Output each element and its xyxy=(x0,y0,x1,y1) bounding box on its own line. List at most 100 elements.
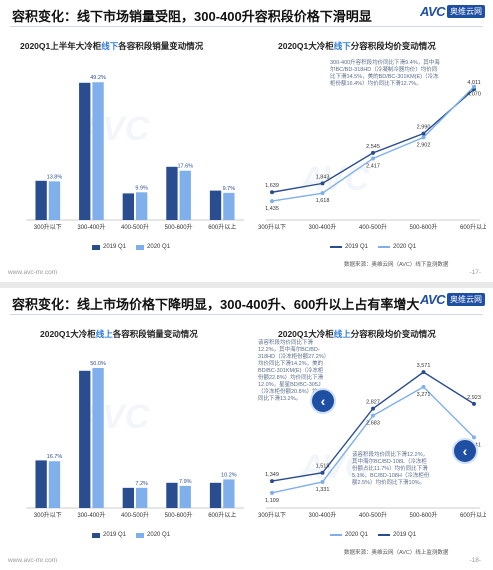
annotation-note: 300-400升容积段均价同比下滑9.4%，其中海尔BC/BD-318HD（冷凝… xyxy=(330,60,440,87)
bar xyxy=(136,487,148,508)
logo-cn: 奥维云网 xyxy=(447,5,485,18)
data-label: 16.7% xyxy=(47,454,63,460)
bar xyxy=(35,180,47,220)
data-point xyxy=(472,401,476,406)
legend-item: 2019 Q1 xyxy=(92,244,126,250)
series-line xyxy=(271,88,475,193)
page-number: -17- xyxy=(469,269,481,276)
data-point xyxy=(371,150,375,155)
x-tick-label: 600升以上 xyxy=(208,223,236,231)
bar xyxy=(136,192,148,220)
data-point xyxy=(371,156,375,161)
data-label: 9.9% xyxy=(135,185,148,191)
data-point xyxy=(421,370,426,375)
data-label: 50.0% xyxy=(90,361,106,367)
chart-subtitle: 2020Q1大冷柜线上各容积段销量变动情况 xyxy=(40,329,198,339)
bar xyxy=(223,192,235,220)
bar xyxy=(35,460,47,508)
x-tick-label: 400-500升 xyxy=(359,511,387,519)
data-label: 2,827 xyxy=(366,400,380,406)
data-label: 17.6% xyxy=(177,164,193,170)
data-label: 2,683 xyxy=(366,421,380,427)
data-label: 13.8% xyxy=(47,174,63,180)
data-point xyxy=(472,84,476,89)
data-point xyxy=(270,190,274,195)
legend: 2019 Q1 2020 Q1 xyxy=(92,532,170,538)
data-label: 2,990 xyxy=(417,125,431,131)
data-point xyxy=(421,131,426,136)
data-label: 1,435 xyxy=(265,206,279,212)
data-label: 1,618 xyxy=(316,198,330,204)
chart-subtitle: 2020Q1上半年大冷柜线下各容积段销量变动情况 xyxy=(20,41,204,51)
data-label: 4,070 xyxy=(467,92,481,98)
bar xyxy=(92,82,104,221)
logo-text: AVC xyxy=(420,292,445,307)
legend: 2020 Q1 2019 Q1 xyxy=(330,532,416,538)
data-label: 2,902 xyxy=(417,142,431,148)
slide-1: AVC AVC 容积变化：线下市场销量受阻，300-400升容积段价格下滑明显 … xyxy=(0,0,493,282)
data-point xyxy=(421,135,426,140)
bar xyxy=(209,190,222,220)
logo-cn: 奥维云网 xyxy=(447,293,485,306)
bar xyxy=(166,482,178,508)
slide-title: 容积变化：线上市场价格下降明显，300-400升、600升以上占有率增大 xyxy=(12,297,420,312)
page-number: -18- xyxy=(469,557,481,564)
data-label: 7.2% xyxy=(135,481,148,487)
data-label: 1,349 xyxy=(265,472,279,478)
data-point xyxy=(320,181,325,186)
watermark: AVC xyxy=(300,160,370,198)
bar xyxy=(48,461,61,508)
bar xyxy=(179,170,191,220)
data-label: 10.2% xyxy=(221,472,237,478)
legend-item: 2019 Q1 xyxy=(378,532,416,538)
x-tick-label: 300-400升 xyxy=(77,511,105,519)
bar xyxy=(48,181,61,220)
title-divider xyxy=(10,26,483,27)
data-point xyxy=(421,384,426,389)
logo-text: AVC xyxy=(420,4,445,19)
x-tick-label: 300-400升 xyxy=(308,223,336,231)
annotation-note-right: 该容积段均价同比下滑12.2%，其中海尔BC/BD-108L（冷冻柜份额占比11… xyxy=(352,452,430,486)
chevron-left-icon: ‹ xyxy=(452,438,478,464)
x-tick-label: 300升以下 xyxy=(34,511,62,519)
slide-title: 容积变化：线下市场销量受阻，300-400升容积段价格下滑明显 xyxy=(12,9,372,24)
data-label: 7.9% xyxy=(179,479,192,485)
x-tick-label: 600升以上 xyxy=(460,223,486,231)
bar xyxy=(223,479,235,508)
bar xyxy=(209,482,222,508)
data-label: 1,331 xyxy=(316,487,330,493)
x-tick-label: 500-600升 xyxy=(165,223,193,231)
data-point xyxy=(270,490,274,495)
bar-chart-online-volume: 16.7% 300升以下 50.0% 300-400升 7.2% 400-500升 7.9%… xyxy=(26,361,244,519)
title-divider xyxy=(10,314,483,315)
data-point xyxy=(320,470,325,475)
chart-subtitle: 2020Q1大冷柜线下分容积段均价变动情况 xyxy=(278,41,436,51)
x-tick-label: 500-600升 xyxy=(165,511,193,519)
x-tick-label: 400-500升 xyxy=(359,223,387,231)
annotation-note-left: 该容积段均价同比下滑12.2%，其中海尔BC/BD-318HD（冷冻柜份额27.… xyxy=(258,340,327,402)
data-label: 2,417 xyxy=(366,163,380,169)
bar xyxy=(166,166,178,220)
data-label: 1,639 xyxy=(265,183,279,189)
slide-2: AVC AVC 容积变化：线上市场价格下降明显，300-400升、600升以上占… xyxy=(0,288,493,570)
x-tick-label: 300升以下 xyxy=(258,223,286,231)
x-tick-label: 300升以下 xyxy=(258,511,286,519)
data-label: 1,843 xyxy=(316,174,330,180)
chevron-left-icon: ‹ xyxy=(310,388,336,414)
x-tick-label: 300升以下 xyxy=(34,223,62,231)
bar xyxy=(122,487,134,508)
legend: 2019 Q1 2020 Q1 xyxy=(92,244,170,250)
data-label: 4,011 xyxy=(467,80,480,86)
x-tick-label: 400-500升 xyxy=(121,223,149,231)
legend-item: 2019 Q1 xyxy=(92,532,126,538)
watermark: AVC xyxy=(80,398,150,436)
data-label: 1,109 xyxy=(265,498,279,504)
x-tick-label: 500-600升 xyxy=(409,223,437,231)
data-point xyxy=(371,406,375,411)
line-chart-offline-price: 1,639 1,843 2,545 2,990 4,011 1,435 1,618 2,417… xyxy=(258,80,486,231)
bar xyxy=(79,82,91,220)
data-label: 2,545 xyxy=(366,144,380,150)
x-tick-label: 600升以上 xyxy=(208,511,236,519)
data-label: 1,519 xyxy=(316,464,330,470)
data-label: 3,271 xyxy=(417,392,431,398)
